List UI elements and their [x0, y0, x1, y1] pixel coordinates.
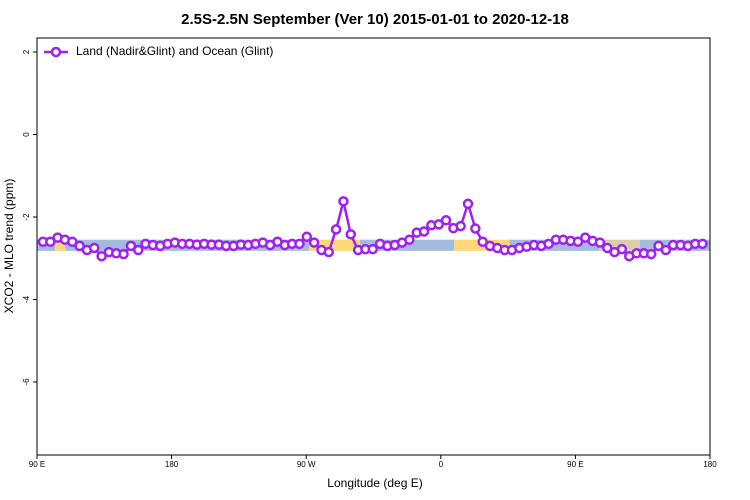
y-axis-label: XCO2 - MLO trend (ppm) [2, 179, 16, 314]
point [462, 198, 474, 210]
point [301, 231, 313, 243]
point [404, 234, 415, 245]
x-tick-label: 180 [165, 460, 179, 469]
y-tick-label: -6 [22, 378, 31, 386]
point [697, 238, 708, 250]
x-tick-label: 90 W [297, 460, 316, 469]
band-segment [360, 239, 455, 251]
point [543, 238, 554, 250]
x-tick-label: 90 E [29, 460, 45, 469]
chart-title: 2.5S-2.5N September (Ver 10) 2015-01-01 … [181, 11, 569, 28]
y-tick-label: 2 [22, 49, 31, 54]
point [572, 236, 584, 248]
point [45, 236, 56, 248]
point [660, 244, 672, 256]
x-tick-label: 0 [439, 460, 444, 469]
point [125, 240, 137, 252]
point [440, 215, 452, 226]
point [653, 240, 664, 252]
point [74, 240, 85, 252]
x-tick-label: 90 E [567, 460, 583, 469]
point [345, 229, 357, 240]
point [645, 248, 657, 260]
point [470, 223, 481, 234]
point [602, 242, 613, 254]
point [455, 220, 466, 232]
point [294, 238, 305, 250]
x-axis-label: Longitude (deg E) [327, 476, 422, 490]
point [308, 237, 320, 248]
legend-label: Land (Nadir&Glint) and Ocean (Glint) [76, 44, 273, 58]
point [418, 226, 430, 237]
band-segment [54, 239, 66, 251]
point [594, 237, 606, 248]
point [477, 236, 488, 248]
plot-frame [36, 37, 711, 456]
legend-marker [50, 46, 62, 58]
point [338, 196, 349, 207]
band-segment [309, 239, 361, 251]
y-tick-label: 0 [22, 132, 31, 137]
band-segment [509, 239, 600, 251]
point [433, 219, 444, 230]
point [96, 250, 107, 262]
point [616, 243, 628, 255]
point [323, 246, 335, 258]
y-tick-label: -4 [22, 295, 31, 303]
y-tick-label: -2 [22, 213, 31, 221]
x-tick-label: 180 [703, 460, 717, 469]
point [89, 242, 100, 254]
point [132, 244, 144, 256]
point [67, 236, 78, 248]
point [118, 248, 129, 260]
point [330, 224, 342, 235]
point [367, 243, 379, 255]
